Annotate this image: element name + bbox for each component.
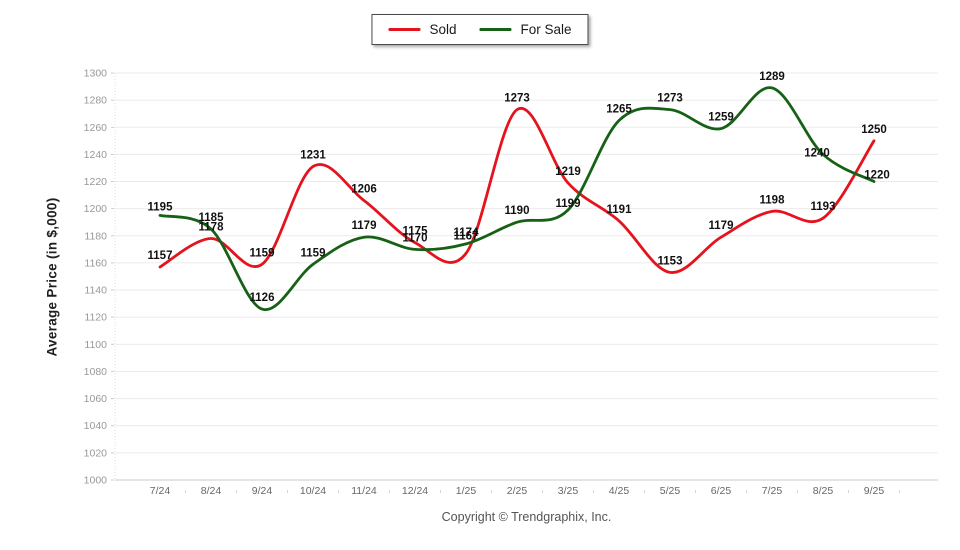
svg-text:1060: 1060 [84, 393, 108, 405]
svg-text:1206: 1206 [351, 184, 377, 196]
svg-text:1200: 1200 [84, 203, 108, 215]
svg-text:1159: 1159 [301, 247, 326, 259]
svg-text:1179: 1179 [352, 220, 377, 232]
y-axis-title: Average Price (in $,000) [44, 197, 60, 357]
svg-text:1/25: 1/25 [456, 485, 477, 497]
svg-text:5/25: 5/25 [660, 485, 681, 497]
for-sale-line-swatch [479, 28, 512, 31]
svg-text:1175: 1175 [403, 226, 429, 238]
svg-text:1080: 1080 [84, 366, 108, 378]
svg-text:9/24: 9/24 [252, 485, 273, 497]
svg-text:1195: 1195 [148, 201, 174, 213]
legend: Sold For Sale [371, 14, 589, 45]
svg-text:10/24: 10/24 [300, 485, 326, 497]
svg-text:1120: 1120 [84, 312, 107, 324]
svg-text:1231: 1231 [300, 150, 326, 162]
svg-text:7/24: 7/24 [150, 485, 171, 497]
svg-text:1126: 1126 [250, 292, 275, 304]
svg-text:1153: 1153 [658, 255, 683, 267]
svg-text:1250: 1250 [861, 124, 887, 136]
svg-text:1280: 1280 [84, 95, 108, 107]
svg-text:1220: 1220 [84, 176, 108, 188]
copyright-text: Copyright © Trendgraphix, Inc. [441, 510, 612, 524]
svg-text:1157: 1157 [148, 250, 173, 262]
svg-text:1000: 1000 [84, 475, 108, 487]
svg-text:1273: 1273 [657, 93, 683, 105]
svg-text:1240: 1240 [84, 149, 108, 161]
svg-text:1273: 1273 [504, 93, 530, 105]
svg-text:7/25: 7/25 [762, 485, 783, 497]
svg-text:2/25: 2/25 [507, 485, 528, 497]
svg-text:1170: 1170 [403, 232, 428, 244]
svg-text:1178: 1178 [199, 222, 225, 234]
svg-text:4/25: 4/25 [609, 485, 630, 497]
svg-text:1191: 1191 [607, 204, 633, 216]
svg-text:11/24: 11/24 [351, 485, 377, 497]
svg-text:1020: 1020 [84, 447, 108, 459]
svg-text:1180: 1180 [84, 230, 107, 242]
svg-text:1199: 1199 [556, 198, 581, 210]
svg-text:1167: 1167 [454, 230, 479, 242]
svg-text:1220: 1220 [864, 170, 890, 182]
svg-text:1265: 1265 [606, 103, 632, 115]
svg-text:1185: 1185 [199, 212, 225, 224]
svg-text:1193: 1193 [811, 201, 836, 213]
legend-label-sold: Sold [429, 22, 457, 37]
sold-line-swatch [388, 28, 421, 31]
svg-text:1040: 1040 [84, 420, 108, 432]
legend-label-for-sale: For Sale [520, 22, 572, 37]
svg-text:9/25: 9/25 [864, 485, 885, 497]
svg-text:1190: 1190 [505, 205, 530, 217]
svg-text:1160: 1160 [84, 257, 107, 269]
svg-text:1260: 1260 [84, 122, 108, 134]
svg-text:1259: 1259 [708, 112, 734, 124]
svg-text:3/25: 3/25 [558, 485, 579, 497]
svg-text:1219: 1219 [555, 166, 581, 178]
svg-text:1179: 1179 [709, 220, 734, 232]
svg-text:1174: 1174 [454, 227, 480, 239]
svg-text:1198: 1198 [760, 194, 786, 206]
svg-text:8/25: 8/25 [813, 485, 834, 497]
svg-text:1100: 1100 [84, 339, 107, 351]
svg-text:1300: 1300 [84, 68, 108, 80]
svg-text:1289: 1289 [759, 71, 785, 83]
svg-text:1159: 1159 [250, 247, 275, 259]
svg-text:12/24: 12/24 [402, 485, 428, 497]
svg-text:6/25: 6/25 [711, 485, 732, 497]
svg-text:1240: 1240 [804, 147, 830, 159]
svg-text:8/24: 8/24 [201, 485, 222, 497]
svg-text:1140: 1140 [84, 285, 107, 297]
